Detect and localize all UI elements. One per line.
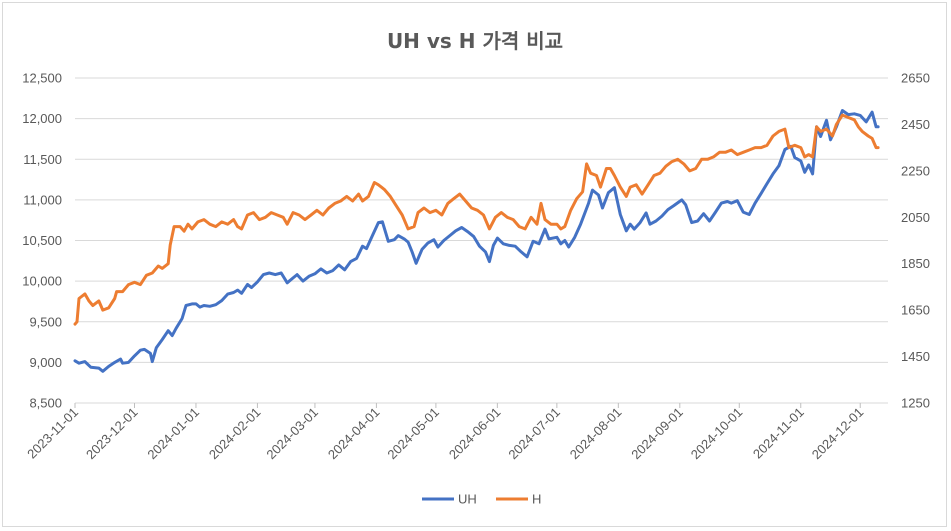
right-tick-label: 2450 bbox=[901, 117, 930, 132]
gridlines bbox=[75, 77, 888, 404]
chart-title: UH vs H 가격 비교 bbox=[387, 29, 563, 53]
left-tick-label: 10,500 bbox=[22, 233, 62, 248]
x-tick-label: 2023-12-01 bbox=[83, 405, 141, 463]
legend-label-uh: UH bbox=[458, 492, 477, 507]
left-tick-label: 9,500 bbox=[29, 314, 62, 329]
right-tick-label: 1250 bbox=[901, 396, 930, 411]
series-line-uh bbox=[73, 109, 880, 373]
x-tick-label: 2024-06-01 bbox=[446, 405, 504, 463]
series-line-h bbox=[73, 113, 880, 326]
x-tick-label: 2024-05-01 bbox=[384, 405, 442, 463]
right-tick-label: 2650 bbox=[901, 71, 930, 86]
left-tick-label: 12,000 bbox=[22, 111, 62, 126]
right-tick-label: 2050 bbox=[901, 210, 930, 225]
x-tick-label: 2024-07-01 bbox=[505, 405, 563, 463]
left-tick-label: 11,500 bbox=[23, 152, 62, 167]
x-axis-ticks: 2023-11-01 2023-12-01 2024-01-01 2024-02-01… bbox=[24, 403, 866, 462]
x-tick-label: 2023-11-01 bbox=[24, 405, 81, 462]
right-axis-ticks: 1250 1450 1650 1850 2050 2250 2450 2650 bbox=[901, 71, 930, 411]
x-tick-label: 2024-12-01 bbox=[809, 405, 867, 463]
right-tick-label: 1850 bbox=[901, 256, 930, 271]
left-tick-label: 12,500 bbox=[22, 71, 62, 86]
x-tick-label: 2024-01-01 bbox=[144, 405, 202, 463]
left-tick-label: 8,500 bbox=[29, 396, 62, 411]
left-tick-label: 9,000 bbox=[29, 355, 62, 370]
x-tick-label: 2024-09-01 bbox=[628, 405, 686, 463]
x-tick-label: 2024-03-01 bbox=[263, 405, 321, 463]
right-tick-label: 2250 bbox=[901, 163, 930, 178]
series-lines bbox=[73, 109, 880, 373]
x-tick-label: 2024-10-01 bbox=[688, 405, 746, 463]
left-axis-ticks: 8,500 9,000 9,500 10,000 10,500 11,000 11,500 1… bbox=[22, 71, 62, 411]
x-tick-label: 2024-02-01 bbox=[206, 405, 264, 463]
legend-label-h: H bbox=[532, 492, 541, 507]
x-tick-label: 2024-04-01 bbox=[325, 405, 383, 463]
x-tick-label: 2024-11-01 bbox=[750, 405, 807, 462]
right-tick-label: 1650 bbox=[901, 303, 930, 318]
left-tick-label: 11,000 bbox=[23, 192, 62, 207]
legend: UH H bbox=[422, 492, 541, 507]
left-tick-label: 10,000 bbox=[22, 274, 62, 289]
right-tick-label: 1450 bbox=[901, 349, 930, 364]
x-tick-label: 2024-08-01 bbox=[567, 405, 625, 463]
